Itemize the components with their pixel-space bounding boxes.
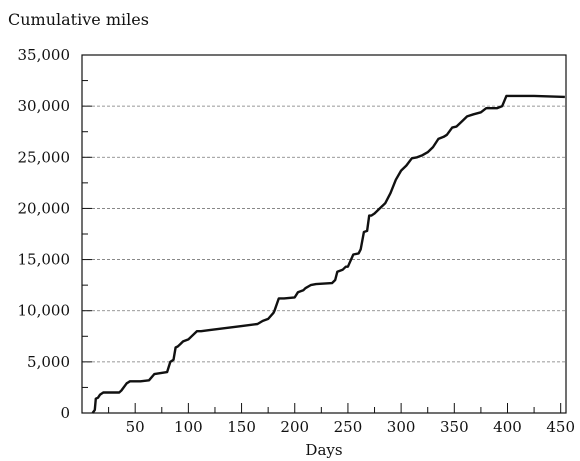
y-tick-label: 25,000	[18, 148, 71, 166]
y-tick-label: 35,000	[18, 46, 71, 64]
grid-lines	[82, 105, 566, 363]
y-tick-label: 20,000	[18, 199, 71, 217]
x-tick-label: 150	[227, 418, 256, 436]
y-tick-label: 10,000	[18, 302, 71, 320]
y-tick-label: 0	[60, 404, 70, 422]
x-tick-label: 200	[280, 418, 309, 436]
x-tick-label: 100	[174, 418, 203, 436]
chart-title: Cumulative miles	[8, 10, 149, 29]
y-axis-ticks: 0 5,000 10,000 15,000 20,000 25,000 30,000 35,0…	[18, 46, 92, 422]
x-tick-label: 50	[126, 418, 145, 436]
y-tick-label: 5,000	[27, 353, 70, 371]
x-tick-label: 400	[493, 418, 522, 436]
x-axis-label: Days	[305, 441, 342, 459]
x-tick-label: 250	[334, 418, 363, 436]
y-tick-label: 15,000	[18, 251, 71, 269]
cumulative-miles-line	[91, 94, 565, 414]
x-tick-label: 300	[387, 418, 416, 436]
x-axis-ticks: 50 100 150 200 250 300 350 400 450	[108, 403, 575, 436]
y-tick-label: 30,000	[18, 97, 71, 115]
x-tick-label: 350	[440, 418, 469, 436]
x-tick-label: 450	[546, 418, 575, 436]
